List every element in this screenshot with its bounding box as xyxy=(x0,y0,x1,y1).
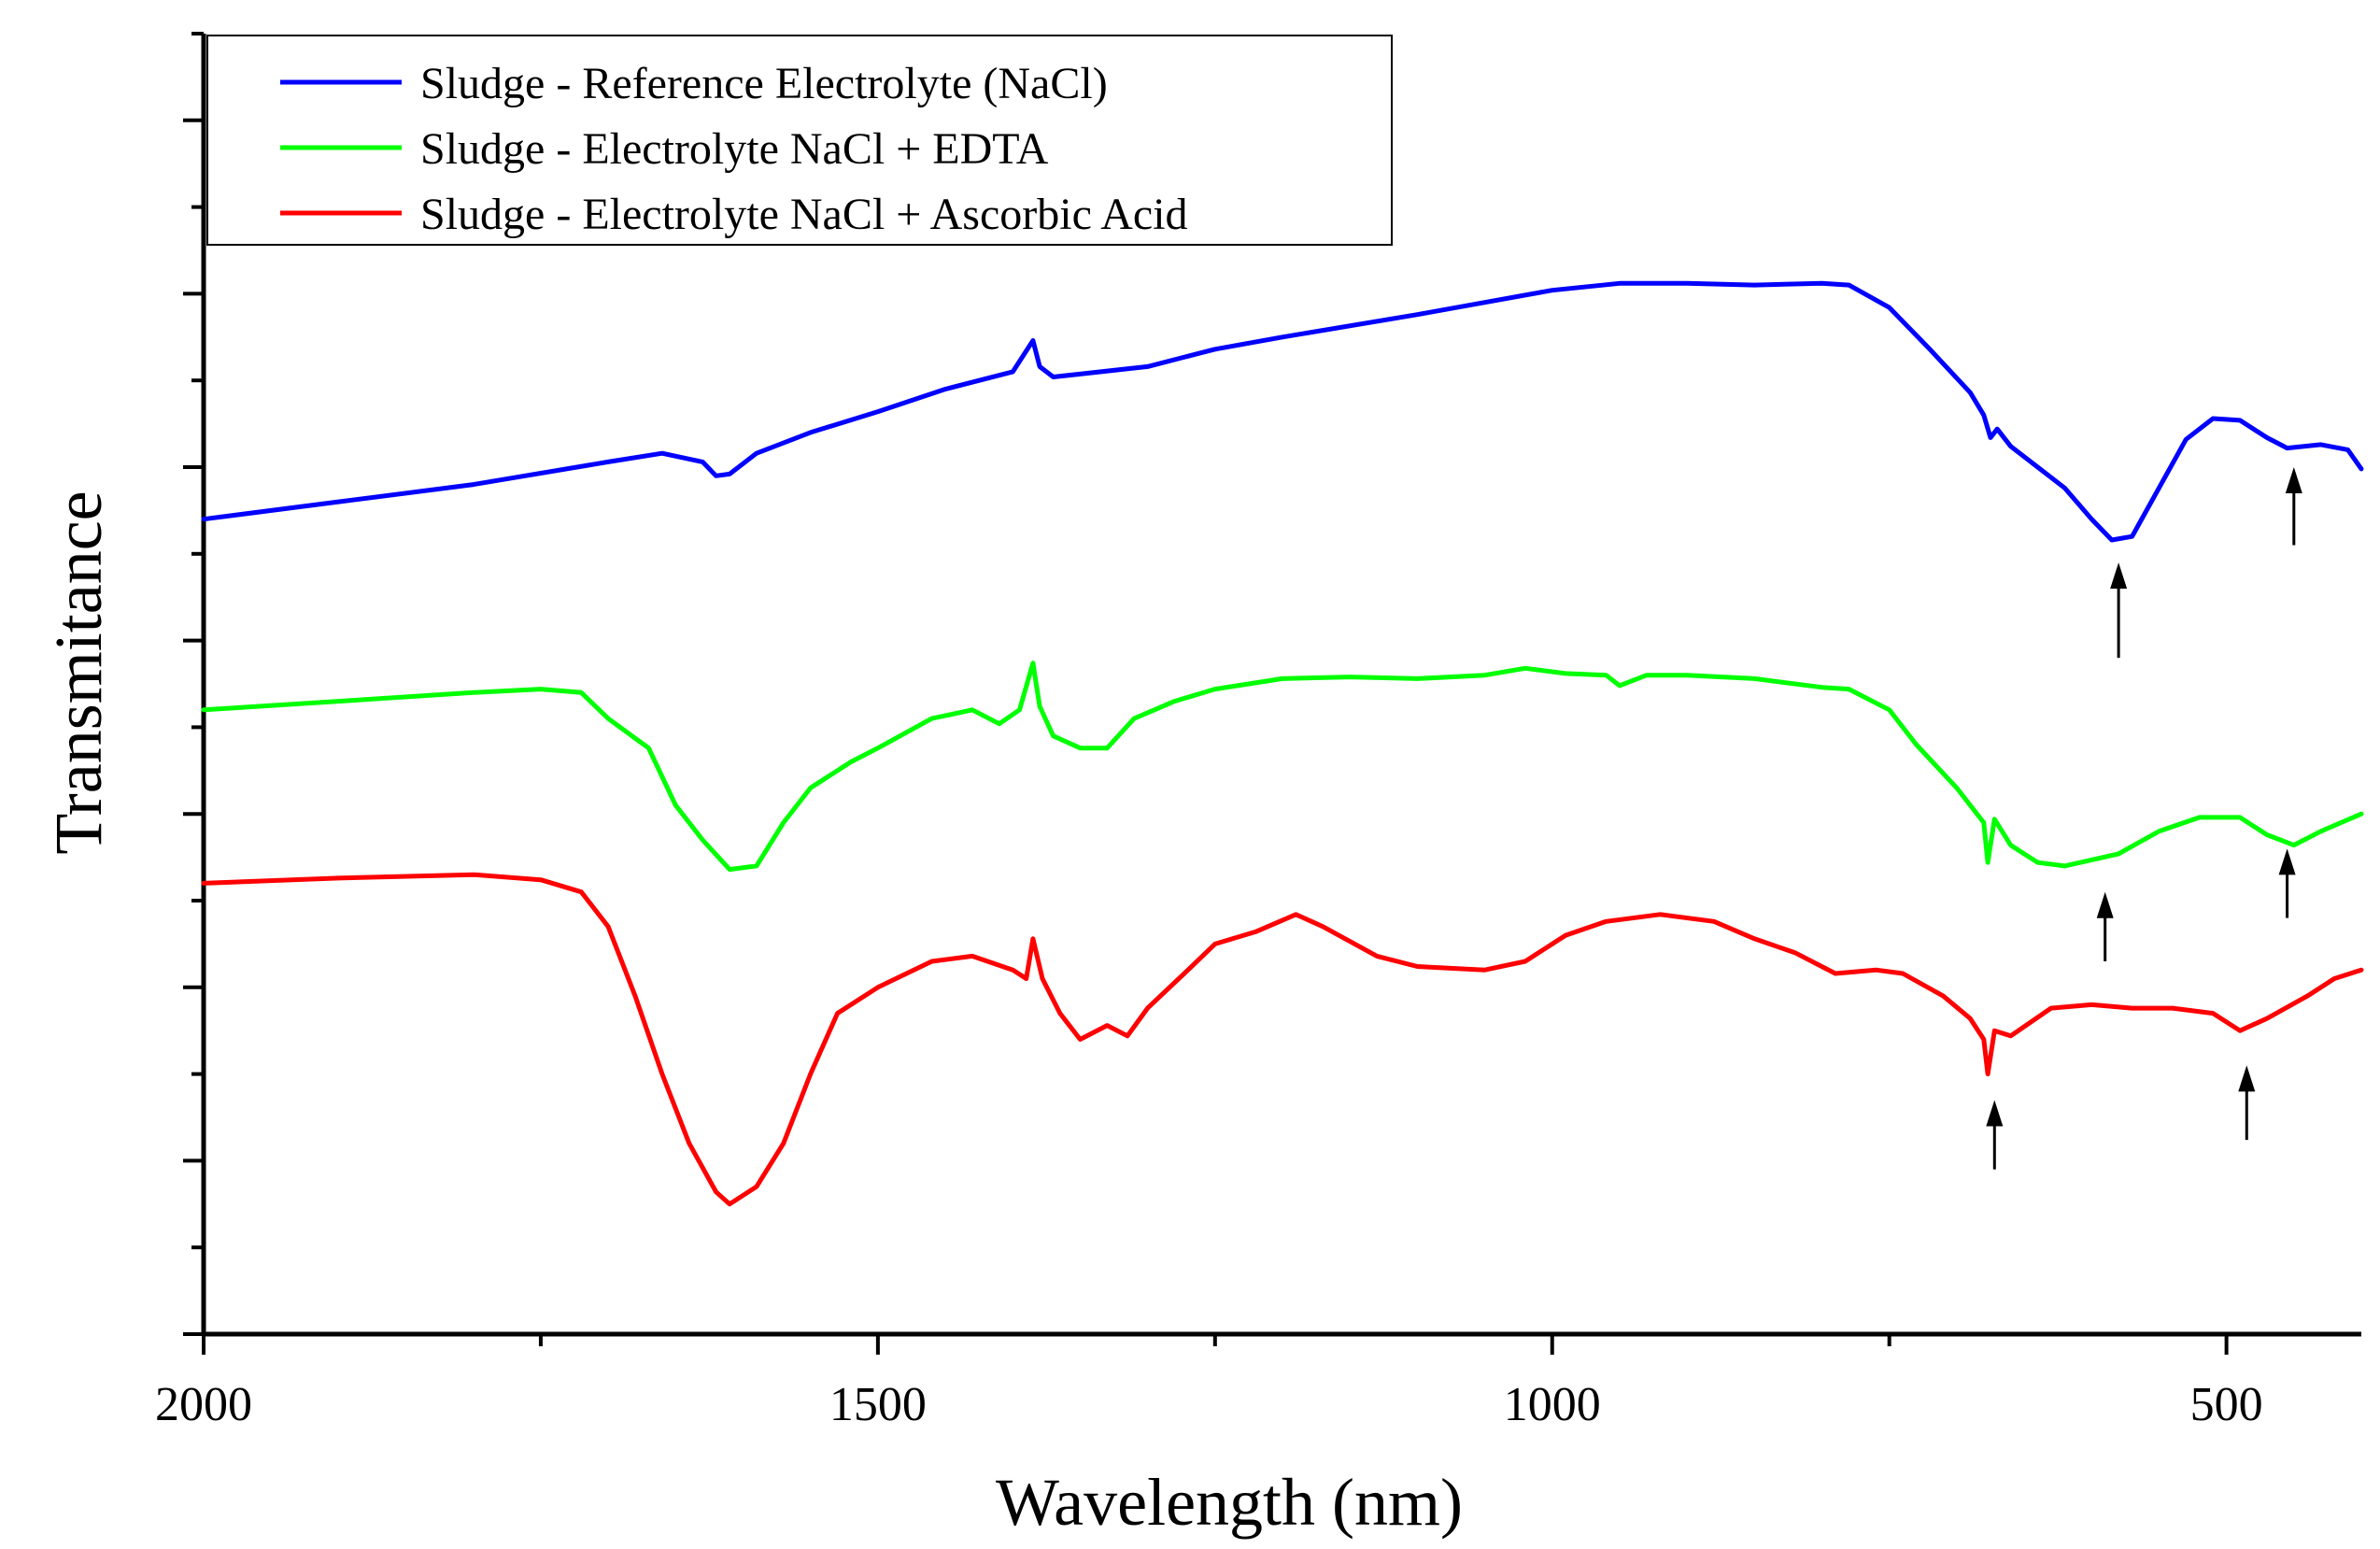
legend-box xyxy=(206,35,1393,246)
arrow-annotation-3 xyxy=(2096,891,2114,961)
arrow-head xyxy=(2096,891,2114,918)
legend-label: Sludge - Electrolyte NaCl + EDTA xyxy=(420,124,1049,174)
arrow-head xyxy=(1986,1100,2004,1127)
x-tick-label: 1000 xyxy=(1504,1378,1601,1431)
arrow-annotation-5 xyxy=(1986,1100,2004,1170)
arrow-annotation-4 xyxy=(2278,848,2296,918)
y-axis-title: Transmitance xyxy=(41,490,116,854)
arrow-annotation-6 xyxy=(2238,1065,2256,1141)
arrow-head xyxy=(2238,1065,2256,1092)
axes xyxy=(183,32,2361,1355)
legend-item-1: Sludge - Reference Electrolyte (NaCl) xyxy=(280,59,1108,108)
x-tick-label: 500 xyxy=(2190,1378,2263,1431)
legend-item-3: Sludge - Electrolyte NaCl + Ascorbic Aci… xyxy=(280,190,1188,239)
series-line-1 xyxy=(201,280,2364,543)
series-line-3 xyxy=(201,872,2364,1207)
arrow-annotation-2 xyxy=(2285,467,2302,546)
legend-item-2: Sludge - Electrolyte NaCl + EDTA xyxy=(280,124,1049,174)
x-axis-title: Wavelength (nm) xyxy=(996,1465,1463,1540)
arrow-annotation-1 xyxy=(2110,562,2128,659)
series-layer xyxy=(201,280,2364,1207)
arrow-head xyxy=(2110,562,2128,590)
series-line-2 xyxy=(201,661,2364,873)
x-tick-label: 2000 xyxy=(155,1378,252,1431)
legend-label: Sludge - Electrolyte NaCl + Ascorbic Aci… xyxy=(420,190,1188,239)
legend: Sludge - Reference Electrolyte (NaCl) Slu… xyxy=(206,35,1393,246)
arrow-head xyxy=(2278,848,2296,875)
annotation-layer xyxy=(1986,467,2302,1170)
x-tick-labels: 2000 1500 1000 500 xyxy=(155,1378,2263,1431)
x-tick-label: 1500 xyxy=(829,1378,927,1431)
legend-label: Sludge - Reference Electrolyte (NaCl) xyxy=(420,59,1108,108)
arrow-head xyxy=(2285,467,2302,493)
